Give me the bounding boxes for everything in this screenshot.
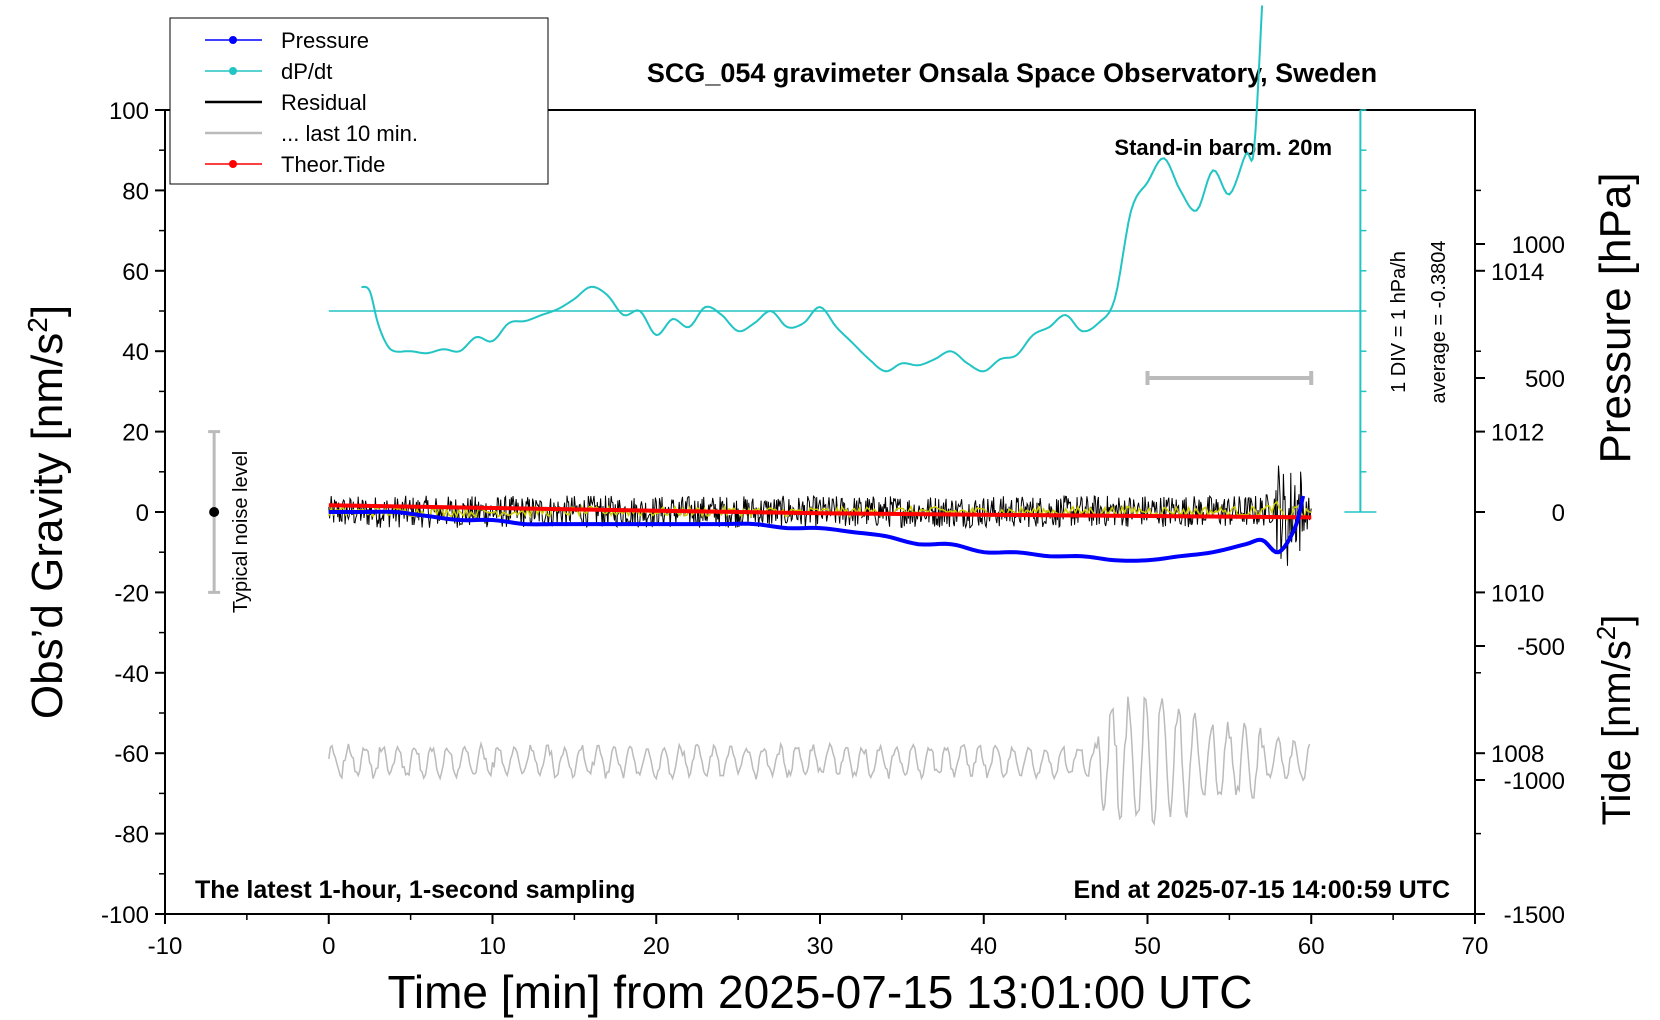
- dpdt-series-line: [361, 5, 1264, 373]
- tide-tick-label: 0: [1552, 500, 1565, 527]
- tide-tick-label: -1500: [1504, 902, 1565, 929]
- y-axis-ticks: -100 -80 -60 -40 -20 0 20 40 60 80 100: [101, 98, 165, 929]
- y-tick-label: -80: [114, 822, 149, 849]
- x-tick-label: 10: [479, 933, 506, 960]
- legend-label: Pressure: [281, 28, 369, 53]
- x-tick-label: 30: [807, 933, 834, 960]
- pressure-tick-label: 1014: [1491, 259, 1544, 286]
- stand-in-annotation: Stand-in barom. 20m: [1114, 135, 1332, 160]
- tide-tick-label: -500: [1517, 634, 1565, 661]
- legend-marker: [229, 36, 237, 44]
- tide-series-line: [328, 503, 1312, 520]
- y-tick-label: 60: [122, 259, 149, 286]
- pressure-tick-label: 1008: [1491, 741, 1544, 768]
- legend-label: dP/dt: [281, 59, 332, 84]
- end-time-annotation: End at 2025-07-15 14:00:59 UTC: [1073, 876, 1450, 904]
- y-axis-label-tide: Tide [nm/s2]: [1591, 615, 1639, 826]
- y-axis-label-pressure: Pressure [hPa]: [1591, 172, 1640, 463]
- average-label: average = -0.3804: [1428, 241, 1450, 404]
- last10-bar: [1145, 371, 1314, 385]
- x-tick-label: 70: [1462, 933, 1489, 960]
- div-label: 1 DIV = 1 hPa/h: [1388, 251, 1410, 393]
- x-tick-label: 20: [643, 933, 670, 960]
- noise-bar-center: [209, 507, 220, 517]
- noise-level-bar: [208, 430, 221, 594]
- pressure-tick-label: 1010: [1491, 580, 1544, 607]
- pressure-series-line: [328, 495, 1306, 563]
- x-tick-label: 60: [1298, 933, 1325, 960]
- pressure-axis-ticks: 1008 1010 1012 1014: [1475, 189, 1544, 835]
- pressure-tick-label: 1012: [1491, 420, 1544, 447]
- tide-axis-ticks: -1500 -1000 -500 0 500 1000: [1475, 232, 1565, 929]
- y-tick-label: -60: [114, 741, 149, 768]
- y-tick-label: 100: [109, 98, 149, 125]
- legend-marker: [229, 160, 237, 168]
- x-axis-label: Time [min] from 2025-07-15 13:01:00 UTC: [388, 966, 1253, 1018]
- y-tick-label: -100: [101, 902, 149, 929]
- last10-series-line: [328, 696, 1311, 827]
- latest-hour-annotation: The latest 1-hour, 1-second sampling: [195, 876, 635, 904]
- y-tick-label: 20: [122, 420, 149, 447]
- noise-level-label: Typical noise level: [230, 451, 252, 613]
- x-tick-label: 50: [1134, 933, 1161, 960]
- y-axis-label-left: Obs’d Gravity [nm/s2]: [22, 305, 73, 719]
- x-tick-label: 40: [970, 933, 997, 960]
- legend-label: Residual: [281, 90, 367, 115]
- y-tick-label: -40: [114, 661, 149, 688]
- chart-title: SCG_054 gravimeter Onsala Space Observat…: [647, 58, 1377, 88]
- y-tick-label: -20: [114, 580, 149, 607]
- y-tick-label: 0: [136, 500, 149, 527]
- legend-label: ... last 10 min.: [281, 121, 418, 146]
- tide-tick-label: -1000: [1504, 768, 1565, 795]
- tide-tick-label: 1000: [1512, 232, 1565, 259]
- legend: Pressure dP/dt Residual ... last 10 min. The…: [169, 17, 549, 185]
- legend-label: Theor.Tide: [281, 152, 385, 177]
- x-axis-ticks: -10 0 10 20 30 40 50 60 70: [148, 914, 1489, 960]
- x-tick-label: 0: [322, 933, 335, 960]
- tide-tick-label: 500: [1525, 366, 1565, 393]
- y-tick-label: 40: [122, 339, 149, 366]
- y-tick-label: 80: [122, 178, 149, 205]
- legend-marker: [229, 67, 237, 75]
- x-tick-label: -10: [148, 933, 183, 960]
- series-layer: [328, 5, 1361, 827]
